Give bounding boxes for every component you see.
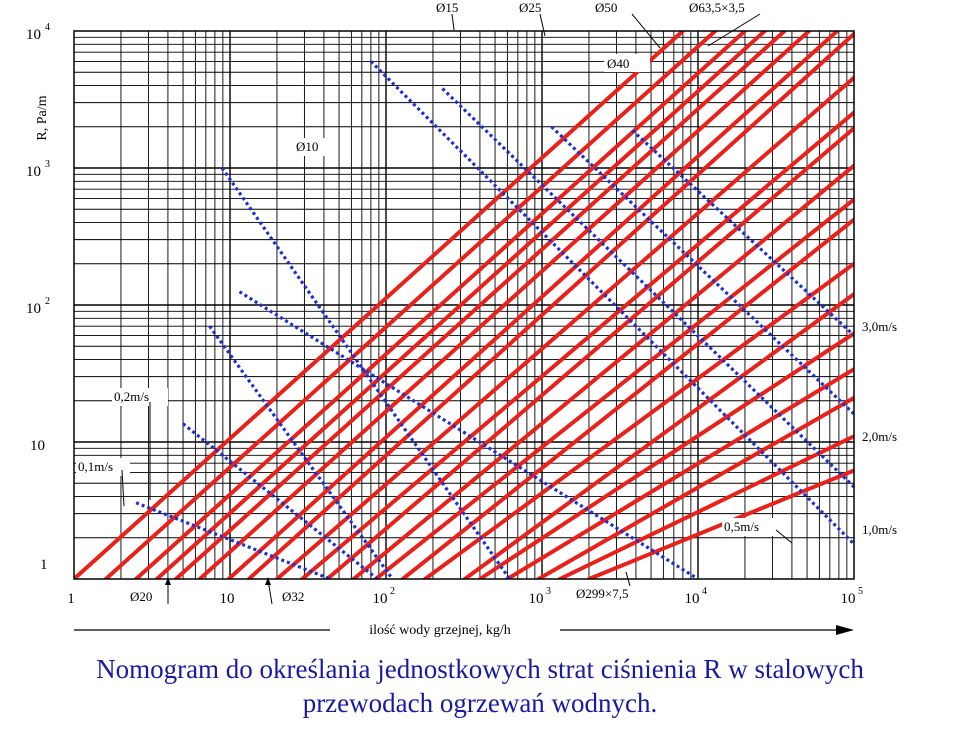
diameter-line-5 (173, 31, 787, 579)
velocity-line-3 (208, 325, 394, 579)
caption-line-1: Nomogram do określania jednostkowych str… (96, 654, 864, 684)
x-tick-label: 10 (685, 591, 700, 607)
label-d20: Ø20 (130, 589, 152, 604)
diameter-line-9 (274, 75, 854, 579)
diameter-line-12 (351, 163, 854, 579)
diameter-line-15 (423, 261, 854, 579)
y-tick-exponent: 4 (45, 22, 50, 33)
x-tick-label: 10 (373, 591, 388, 607)
diameter-line-17 (477, 331, 854, 579)
label-v0-5: 0,5m/s (724, 519, 759, 534)
caption: Nomogram do określania jednostkowych str… (0, 652, 960, 720)
plot-area (74, 31, 854, 579)
diameter-line-10 (300, 110, 854, 579)
label-d50: Ø50 (595, 0, 617, 15)
label-d299x7-5: Ø299×7,5 (576, 586, 628, 601)
x-tick-labels: 1 10 10 2 10 3 10 4 10 5 (67, 586, 863, 607)
diameter-line-21 (586, 468, 854, 579)
y-tick-label: 10 (26, 164, 41, 180)
x-tick-exponent: 2 (390, 586, 395, 597)
velocity-line-5 (238, 290, 699, 579)
diameter-line-18 (505, 367, 854, 579)
y-tick-label: 1 (40, 557, 48, 573)
label-d10: Ø10 (296, 139, 318, 154)
label-v2-0: 2,0m/s (862, 429, 897, 444)
x-tick-exponent: 5 (858, 586, 863, 597)
plot-frame (73, 30, 855, 580)
caption-line-2: przewodach ogrzewań wodnych. (302, 688, 658, 718)
x-axis-arrow-head (836, 625, 854, 635)
x-tick-label: 1 (67, 591, 75, 607)
diameter-line-14 (400, 217, 854, 579)
x-tick-exponent: 4 (702, 586, 707, 597)
diameter-line-6 (197, 31, 812, 579)
velocity-line-9 (631, 129, 854, 337)
label-v1-0: 1,0m/s (862, 522, 897, 537)
y-tick-exponent: 2 (45, 296, 50, 307)
diameter-line-19 (536, 395, 854, 579)
diameter-line-11 (325, 126, 854, 579)
velocity-lines (135, 60, 854, 579)
x-tick-label: 10 (529, 591, 544, 607)
velocity-labels: 0,1m/s 0,2m/s 0,5m/s 1,0m/s 2,0m/s 3,0m/… (76, 319, 897, 544)
x-tick-label: 10 (841, 591, 856, 607)
grid (74, 31, 854, 579)
label-v3-0: 3,0m/s (862, 319, 897, 334)
label-v0-1: 0,1m/s (78, 459, 113, 474)
y-tick-label: 10 (26, 301, 41, 317)
label-d15: Ø15 (436, 0, 458, 15)
diameter-line-8 (246, 31, 854, 579)
y-tick-labels: 1 10 10 2 10 3 10 4 (26, 22, 50, 573)
diameter-labels: Ø15 Ø25 Ø50 Ø63,5×3,5 Ø40 Ø10 Ø20 Ø32 Ø2… (128, 0, 778, 606)
y-axis-title: R, Pa/m (35, 95, 50, 140)
diameter-line-20 (557, 434, 854, 579)
diameter-line-3 (134, 31, 747, 579)
nomogram-chart: R, Pa/m ilość wody grzejnej, kg/h 1 10 10 2… (26, 0, 897, 639)
diameter-line-2 (103, 31, 718, 579)
label-d25: Ø25 (519, 0, 541, 15)
x-axis-title: ilość wody grzejnej, kg/h (369, 623, 511, 638)
x-tick-exponent: 3 (546, 586, 551, 597)
x-axis-title-bg (330, 619, 560, 639)
velocity-line-1 (135, 501, 331, 579)
label-d32: Ø32 (282, 589, 304, 604)
label-d40: Ø40 (607, 56, 629, 71)
label-d63-5x3-5: Ø63,5×3,5 (689, 0, 745, 15)
diameter-line-7 (226, 31, 840, 579)
diameter-line-4 (154, 31, 767, 579)
diameter-line-16 (462, 292, 854, 579)
y-tick-exponent: 3 (45, 159, 50, 170)
x-tick-label: 10 (220, 591, 235, 607)
diameter-line-1 (74, 31, 685, 579)
y-tick-label: 10 (26, 27, 41, 43)
y-tick-label: 10 (30, 438, 45, 454)
label-v0-2: 0,2m/s (114, 389, 149, 404)
